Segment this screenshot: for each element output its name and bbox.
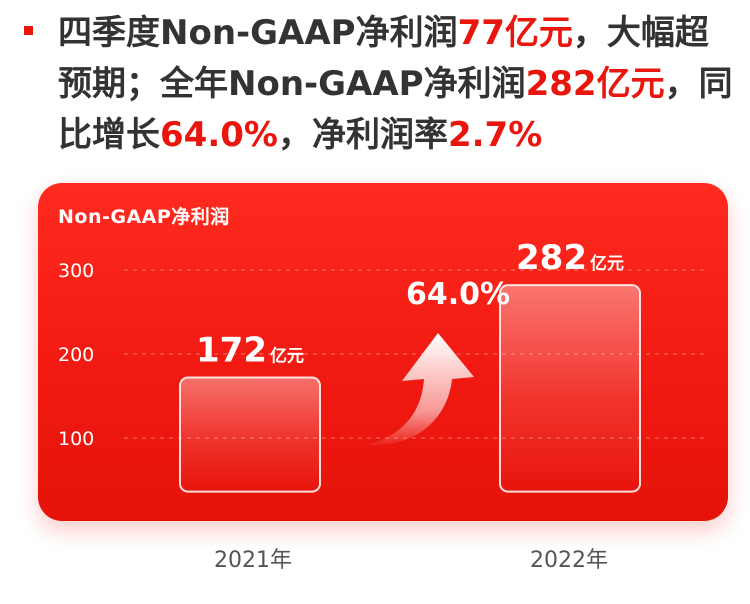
headline-text-1: 四季度Non-GAAP净利润	[58, 13, 458, 53]
headline-text-4: ，净利润率	[277, 115, 448, 155]
bar	[179, 376, 321, 493]
chart-card: Non-GAAP净利润 100 200 300 172 亿元 282 亿元 64.0%	[38, 183, 728, 521]
data-label: 282 亿元	[516, 238, 624, 278]
y-tick-label: 100	[58, 428, 94, 450]
headline-text-2: ，大幅超预期；全年Non-GAAP净利润	[58, 13, 709, 104]
y-tick-label: 300	[58, 260, 94, 282]
x-axis: 2021年 2022年	[0, 542, 750, 573]
headline-highlight-growth: 64.0%	[160, 115, 278, 155]
headline: 四季度Non-GAAP净利润77亿元，大幅超预期；全年Non-GAAP净利润28…	[58, 8, 738, 161]
data-label: 172 亿元	[196, 331, 304, 371]
headline-highlight-annual-profit: 282亿元	[525, 64, 665, 104]
headline-text-3: ，同比增长	[58, 64, 733, 155]
growth-label: 64.0%	[406, 277, 510, 312]
bullet-marker	[24, 26, 33, 35]
up-arrow-icon	[366, 333, 474, 445]
headline-highlight-q4-profit: 77亿元	[457, 13, 573, 53]
bar	[499, 284, 641, 493]
headline-highlight-margin: 2.7%	[447, 115, 543, 155]
x-tick-label: 2021年	[214, 548, 292, 573]
x-tick-label: 2022年	[530, 548, 608, 573]
y-tick-label: 200	[58, 344, 94, 366]
chart-title: Non-GAAP净利润	[58, 206, 230, 228]
